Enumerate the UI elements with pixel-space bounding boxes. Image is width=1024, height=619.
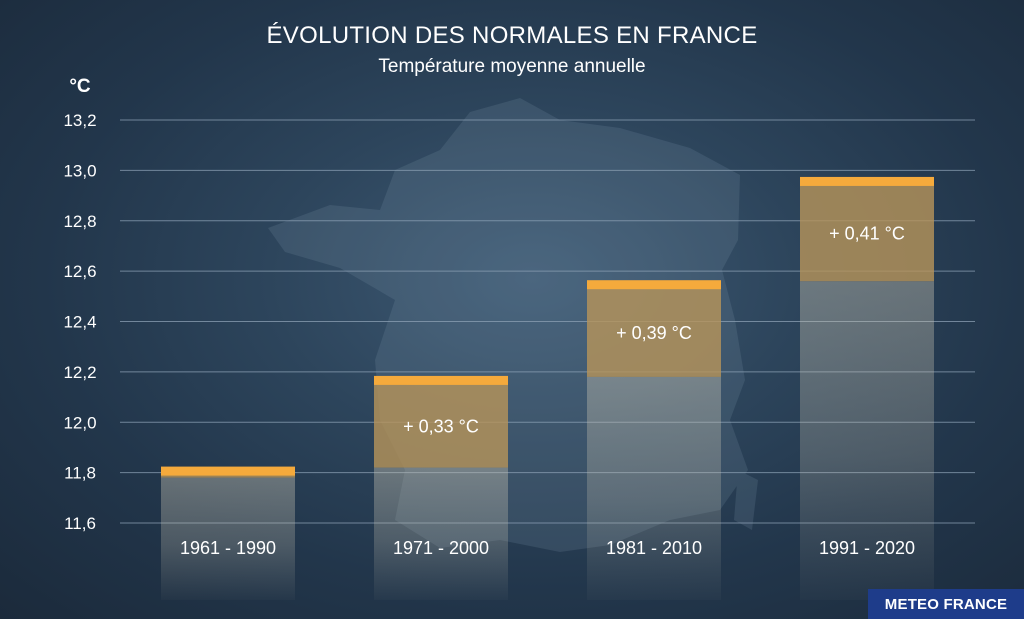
meteo-france-logo: METEO FRANCE xyxy=(868,589,1024,619)
bar-base xyxy=(374,467,508,600)
y-tick-label: 13,2 xyxy=(63,111,96,130)
bar-top-cap xyxy=(587,280,721,290)
y-tick-label: 12,6 xyxy=(63,262,96,281)
increment-label: + 0,41 °C xyxy=(829,224,905,244)
bar-increment xyxy=(374,376,508,468)
y-tick-label: 12,2 xyxy=(63,363,96,382)
chart-subtitle: Température moyenne annuelle xyxy=(378,56,646,77)
category-label: 1981 - 2010 xyxy=(606,538,702,558)
increment-label: + 0,39 °C xyxy=(616,323,692,343)
y-tick-label: 11,8 xyxy=(64,464,96,483)
y-tick-label: 11,6 xyxy=(64,514,96,533)
y-tick-label: 13,0 xyxy=(63,161,96,180)
y-tick-label: 12,8 xyxy=(63,212,96,231)
y-axis-unit-label: °C xyxy=(69,76,91,97)
increment-label: + 0,33 °C xyxy=(403,416,479,436)
category-label: 1961 - 1990 xyxy=(180,538,276,558)
bar-top-cap xyxy=(800,176,934,186)
bar-increment xyxy=(800,177,934,282)
bar-increment xyxy=(587,281,721,377)
y-tick-label: 12,0 xyxy=(63,413,96,432)
chart-title: ÉVOLUTION DES NORMALES EN FRANCE xyxy=(266,22,758,49)
bar-base xyxy=(800,281,934,600)
category-label: 1991 - 2020 xyxy=(819,538,915,558)
bar-top-cap xyxy=(374,375,508,385)
y-tick-label: 12,4 xyxy=(63,313,96,332)
category-label: 1971 - 2000 xyxy=(393,538,489,558)
bar-top-cap xyxy=(161,466,295,476)
bar-base xyxy=(587,376,721,600)
bar-base xyxy=(161,477,295,600)
